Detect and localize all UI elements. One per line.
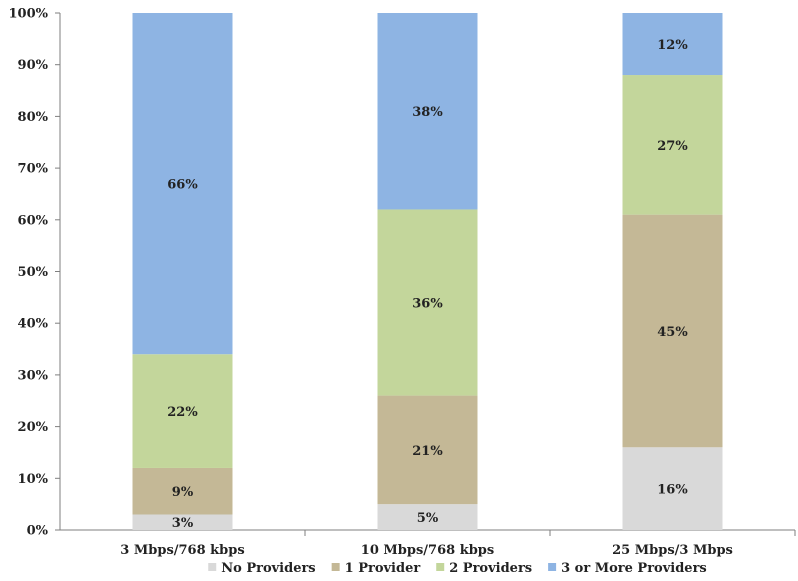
legend-item: No Providers bbox=[221, 561, 315, 576]
data-label: 22% bbox=[167, 405, 198, 420]
legend-swatch bbox=[208, 563, 217, 571]
bar-segment bbox=[132, 467, 233, 515]
y-tick-label: 20% bbox=[18, 420, 49, 435]
y-tick-label: 90% bbox=[18, 58, 49, 73]
bar-segment bbox=[622, 13, 723, 76]
data-label: 66% bbox=[167, 178, 198, 193]
legend-swatch bbox=[331, 563, 340, 571]
bar-segment bbox=[377, 395, 478, 505]
data-label: 12% bbox=[657, 38, 688, 53]
x-category-label: 10 Mbps/768 kbps bbox=[361, 543, 494, 558]
data-label: 45% bbox=[657, 325, 688, 340]
data-label: 27% bbox=[657, 139, 688, 154]
legend-swatch bbox=[436, 563, 445, 571]
legend-item: 2 Providers bbox=[449, 561, 532, 576]
legend-item: 3 or More Providers bbox=[561, 561, 707, 576]
legend-item: 1 Provider bbox=[345, 561, 421, 576]
y-tick-label: 100% bbox=[9, 7, 49, 22]
bar-segment bbox=[132, 13, 233, 355]
legend-swatch bbox=[548, 563, 557, 571]
bar-segment bbox=[622, 214, 723, 448]
data-label: 9% bbox=[172, 485, 194, 500]
data-label: 36% bbox=[412, 297, 443, 312]
y-tick-label: 0% bbox=[27, 524, 49, 539]
data-label: 5% bbox=[417, 511, 439, 526]
y-tick-label: 80% bbox=[18, 110, 49, 125]
y-tick-label: 40% bbox=[18, 317, 49, 332]
data-label: 38% bbox=[412, 105, 443, 120]
x-category-label: 3 Mbps/768 kbps bbox=[120, 543, 244, 558]
bar-segment bbox=[622, 75, 723, 215]
bar-segment bbox=[132, 514, 233, 530]
y-tick-label: 60% bbox=[18, 213, 49, 228]
bar-segment bbox=[622, 447, 723, 530]
y-tick-label: 70% bbox=[18, 162, 49, 177]
y-tick-label: 10% bbox=[18, 472, 49, 487]
bar-segment bbox=[377, 504, 478, 530]
y-tick-label: 30% bbox=[18, 368, 49, 383]
data-label: 16% bbox=[657, 483, 688, 498]
bar-segment bbox=[377, 209, 478, 396]
bar-segment bbox=[377, 13, 478, 210]
data-label: 3% bbox=[172, 516, 194, 531]
y-tick-label: 50% bbox=[18, 265, 49, 280]
bar-segment bbox=[132, 354, 233, 468]
data-label: 21% bbox=[412, 444, 443, 459]
x-category-label: 25 Mbps/3 Mbps bbox=[612, 543, 733, 558]
